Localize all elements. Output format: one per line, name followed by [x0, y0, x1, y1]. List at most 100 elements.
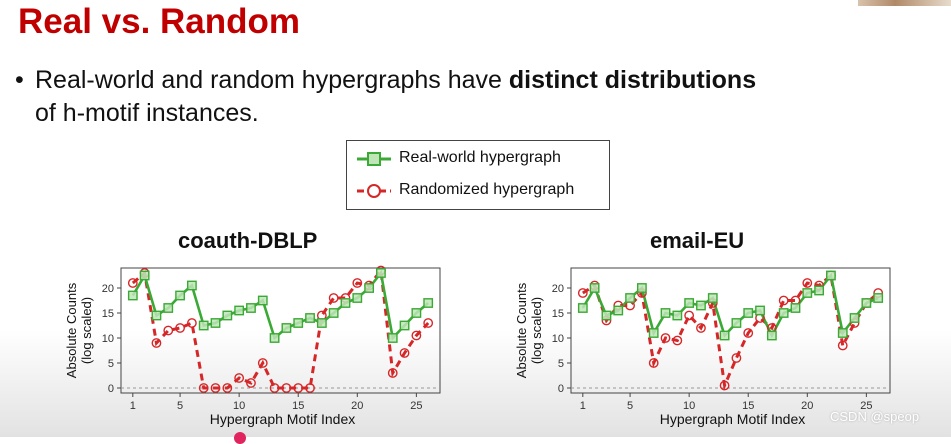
y-tick-label: 15	[102, 308, 114, 320]
bullet-text-part1: Real-world and random hypergraphs have	[35, 66, 509, 94]
real-world-point	[778, 308, 789, 318]
real-world-point	[234, 305, 245, 316]
x-tick-label: 1	[130, 400, 136, 412]
real-world-point	[340, 298, 351, 308]
x-tick-label: 25	[410, 400, 422, 412]
plot-frame	[120, 267, 441, 394]
x-tick-label: 15	[292, 400, 304, 412]
real-world-point	[376, 268, 386, 278]
real-world-point	[411, 308, 422, 318]
randomized-point	[198, 383, 209, 393]
real-world-point	[837, 328, 848, 338]
randomized-point	[186, 318, 197, 328]
real-world-point	[636, 283, 647, 293]
real-world-point	[790, 303, 801, 313]
randomized-point	[281, 383, 292, 393]
randomized-point	[222, 383, 233, 393]
real-world-point	[577, 303, 588, 313]
real-world-point	[328, 308, 339, 318]
legend-item-real: Real-world hypergraph	[355, 146, 605, 172]
randomized-point	[778, 295, 789, 306]
legend-real-line-square-icon	[357, 152, 391, 166]
y-tick-label: 20	[102, 283, 114, 295]
corner-photo-thumbnail	[858, 0, 951, 6]
legend-label-real: Real-world hypergraph	[399, 149, 561, 166]
legend-label-random: Randomized hypergraph	[399, 181, 575, 198]
x-tick-label: 5	[627, 400, 633, 412]
x-tick-label: 5	[177, 400, 183, 412]
randomized-point	[234, 373, 245, 383]
x-tick-label: 25	[860, 400, 872, 412]
y-tick-label: 0	[108, 383, 114, 395]
randomized-point	[719, 380, 730, 391]
bullet-text-bold: distinct distributions	[508, 66, 757, 94]
randomized-point	[743, 328, 754, 338]
y-tick-label: 20	[552, 283, 564, 295]
real-world-point	[293, 318, 304, 328]
randomized-point	[175, 323, 185, 333]
pointer-dot	[234, 432, 246, 444]
real-world-point	[387, 333, 398, 343]
randomized-point	[696, 323, 706, 333]
real-world-point	[766, 330, 777, 341]
real-world-point	[175, 290, 185, 301]
y-axis-label-line2: (log scaled)	[79, 297, 94, 364]
real-world-point	[198, 320, 209, 331]
randomized-point	[660, 333, 671, 343]
randomized-point	[399, 348, 410, 358]
real-world-point	[755, 305, 765, 316]
randomized-point	[731, 353, 742, 363]
x-tick-label: 10	[233, 400, 245, 412]
real-world-point	[696, 300, 706, 311]
randomized-point	[269, 383, 280, 393]
real-world-point	[613, 305, 624, 316]
real-world-point	[601, 310, 612, 321]
real-world-point	[814, 285, 825, 296]
real-world-point	[257, 295, 268, 306]
randomized-point	[411, 330, 422, 341]
randomized-point	[293, 383, 304, 393]
real-world-point	[849, 313, 860, 323]
bullet-text: Real-world and random hypergraphs have d…	[35, 64, 925, 130]
real-world-point	[281, 323, 292, 333]
y-axis-label: Absolute Counts(log scaled)	[64, 282, 94, 378]
randomized-point	[257, 358, 268, 368]
x-tick-label: 20	[351, 400, 363, 412]
y-tick-label: 10	[552, 333, 564, 345]
randomized-point	[127, 278, 138, 288]
real-world-point	[423, 298, 434, 308]
real-world-point	[186, 280, 197, 291]
real-world-point	[246, 303, 256, 313]
chart-legend: Real-world hypergraph Randomized hypergr…	[346, 140, 610, 210]
real-world-point	[873, 293, 884, 303]
legend-random-dashed-circle-icon	[357, 184, 391, 198]
randomized-point	[648, 358, 659, 368]
chart-title: email-EU	[650, 228, 745, 253]
real-world-point	[127, 290, 138, 301]
real-world-point	[660, 308, 671, 318]
real-world-point	[648, 328, 659, 338]
real-world-point	[672, 310, 683, 321]
real-world-point	[625, 293, 635, 303]
legend-item-random: Randomized hypergraph	[355, 178, 605, 204]
real-world-point	[399, 320, 410, 331]
randomized-point	[684, 310, 695, 321]
y-tick-label: 10	[102, 333, 114, 345]
real-world-point	[222, 310, 233, 321]
y-axis-label-line2: (log scaled)	[529, 297, 544, 364]
plot-frame	[570, 267, 891, 394]
slide-title: Real vs. Random	[18, 2, 301, 41]
real-world-point	[210, 318, 221, 328]
randomized-point	[802, 278, 813, 288]
randomized-point	[163, 325, 174, 336]
randomized-point	[352, 278, 363, 288]
y-tick-label: 5	[558, 358, 564, 370]
x-tick-label: 1	[580, 400, 586, 412]
y-axis-label-line1: Absolute Counts	[514, 282, 529, 378]
y-axis-label-line1: Absolute Counts	[64, 282, 79, 378]
randomized-point	[423, 318, 434, 328]
real-world-point	[707, 293, 718, 303]
randomized-point	[151, 338, 162, 348]
